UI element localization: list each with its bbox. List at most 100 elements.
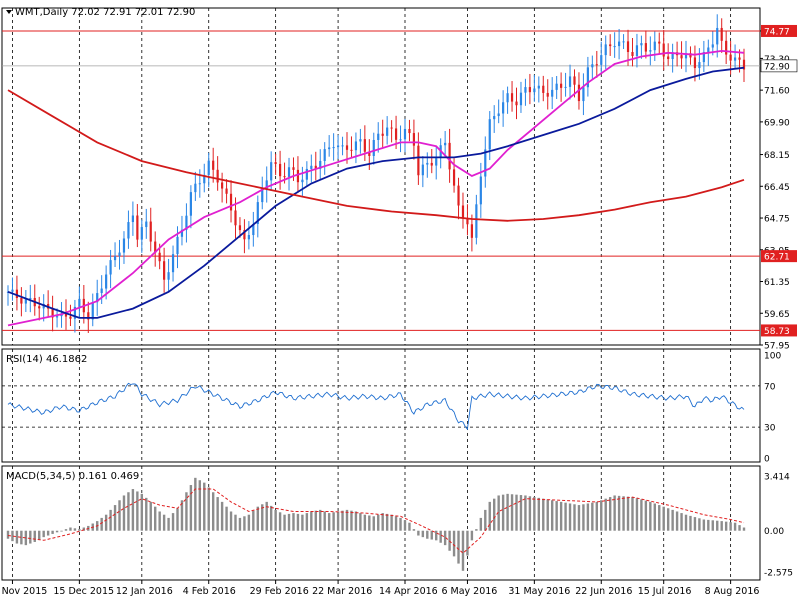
candle-body — [345, 145, 349, 150]
macd-bar — [421, 530, 425, 538]
candle-body — [145, 221, 148, 228]
candle-body — [693, 57, 697, 69]
macd-bar — [555, 501, 558, 531]
candle-body — [136, 215, 139, 240]
macd-bar — [501, 494, 505, 531]
macd-bar — [127, 492, 130, 531]
candle-body — [301, 179, 304, 183]
candle-body — [618, 41, 621, 47]
macd-bar — [649, 501, 652, 531]
macd-bar — [479, 517, 483, 531]
candle-body — [644, 43, 647, 52]
y-tick-label: 61.35 — [764, 278, 790, 288]
level-tag — [761, 24, 797, 37]
candle-body — [332, 147, 335, 149]
candle-body — [671, 52, 674, 60]
macd-bar — [573, 504, 576, 531]
macd-bar — [591, 502, 594, 531]
candle-body — [604, 44, 607, 56]
macd-bar — [24, 530, 28, 546]
candle-body — [261, 188, 264, 203]
macd-bar — [104, 514, 108, 531]
candle-body — [417, 145, 420, 176]
candle-body — [73, 306, 77, 319]
candle-body — [421, 164, 424, 176]
macd-bar — [171, 513, 175, 531]
candle-body — [305, 168, 308, 180]
candle-body — [131, 215, 134, 223]
candle-body — [247, 235, 250, 240]
candle-body — [118, 252, 121, 257]
candle-body — [546, 92, 549, 97]
macd-bar — [622, 496, 625, 531]
macd-bar — [100, 517, 103, 531]
candle-body — [38, 306, 41, 309]
candle-body — [252, 224, 255, 236]
panel-frame — [1, 7, 761, 346]
candle-body — [319, 160, 322, 169]
macd-bar — [742, 527, 746, 531]
macd-bar — [354, 511, 358, 531]
candle-body — [283, 176, 286, 178]
macd-bar — [550, 500, 554, 531]
macd-bar — [363, 514, 367, 531]
macd-bar — [180, 500, 184, 531]
candle-body — [649, 50, 652, 52]
macd-bar — [497, 495, 500, 531]
macd-bar — [729, 522, 732, 531]
macd-bar — [176, 508, 179, 531]
candle-body — [640, 43, 643, 46]
macd-bar — [198, 480, 202, 531]
candle-body — [502, 102, 505, 114]
macd-bar — [269, 505, 273, 531]
macd-tick-label: -2.575 — [764, 569, 793, 579]
candle-body — [372, 139, 375, 156]
macd-bar — [510, 494, 514, 531]
level-tag-label: 62.71 — [764, 253, 790, 263]
candle-body — [51, 308, 54, 318]
macd-bar — [707, 519, 710, 531]
candle-body — [55, 316, 59, 318]
candle-body — [626, 41, 630, 53]
macd-bar — [154, 506, 157, 531]
macd-bar — [631, 497, 634, 531]
macd-bar — [702, 519, 706, 531]
macd-bar — [238, 517, 242, 531]
candle-body — [720, 27, 723, 41]
candle-body — [203, 174, 206, 184]
macd-bar — [51, 530, 54, 534]
macd-bar — [716, 520, 719, 531]
macd-bar — [430, 530, 433, 540]
candle-body — [207, 160, 210, 175]
candle-body — [542, 85, 545, 93]
macd-bar — [385, 513, 389, 531]
moving-average-line — [7, 49, 745, 327]
candle-body — [176, 236, 179, 255]
rsi-tick-label: 100 — [764, 352, 781, 362]
macd-bar — [519, 495, 523, 531]
macd-bar — [475, 529, 478, 531]
macd-bar — [20, 530, 23, 545]
candle-body — [667, 56, 670, 60]
candle-body — [377, 133, 380, 140]
macd-bar — [613, 495, 616, 531]
candle-body — [635, 45, 639, 57]
macd-bar — [42, 530, 45, 538]
candle-body — [600, 55, 603, 65]
macd-bar — [78, 529, 81, 531]
candle-body — [551, 89, 554, 97]
candle-body — [100, 288, 103, 294]
candle-body — [399, 139, 402, 141]
macd-bar — [185, 492, 188, 531]
macd-bar — [73, 528, 77, 531]
macd-bar — [11, 530, 14, 542]
macd-bar — [582, 504, 585, 531]
macd-bar — [693, 517, 697, 531]
candle-body — [591, 64, 594, 68]
macd-bar — [252, 510, 255, 531]
symbol-header: WMT,Daily 72.02 72.91 72.01 72.90 — [15, 7, 195, 18]
macd-bar — [381, 513, 384, 531]
price-axis: 74.7773.3071.6069.9068.1566.4564.7563.05… — [760, 24, 798, 352]
